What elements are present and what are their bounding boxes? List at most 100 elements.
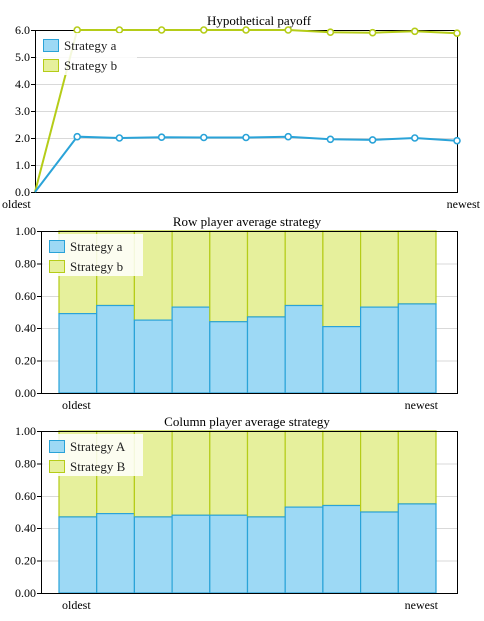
y-axis: 0.0 1.0 2.0 3.0 4.0 5.0 6.0	[15, 23, 35, 199]
bar-segment-a	[360, 306, 399, 394]
y-tick-label: 0.00	[15, 386, 36, 400]
y-tick-label: 0.40	[15, 521, 36, 535]
legend-swatch	[43, 59, 59, 72]
x-label-end: newest	[447, 197, 481, 211]
payoff-chart: Hypothetical payoff 0.0 1.0 2.0 3.0 4.0 5.0 6.…	[2, 13, 481, 211]
data-point	[242, 26, 250, 34]
x-label-end: newest	[405, 398, 439, 412]
bar-segment-a	[171, 514, 211, 594]
bar-segment-a	[171, 306, 211, 394]
x-label-end: newest	[405, 598, 439, 612]
bar-segment-b	[246, 230, 286, 318]
legend-swatch	[49, 440, 65, 453]
data-point	[368, 136, 377, 144]
bar-segment-b	[397, 230, 437, 305]
data-point	[326, 135, 335, 144]
y-axis: 0.00 0.20 0.40 0.60 0.80 1.00	[15, 224, 41, 400]
bar-segment-a	[322, 325, 362, 394]
row-strategy-chart: Row player average strategy 0.00 0.20 0.40…	[15, 214, 458, 412]
y-tick-label: 1.00	[15, 424, 36, 438]
data-point	[200, 26, 208, 34]
data-point	[410, 134, 419, 142]
legend-label: Strategy b	[64, 58, 117, 73]
data-point	[453, 29, 461, 38]
y-axis: 0.00 0.20 0.40 0.60 0.80 1.00	[15, 424, 41, 600]
chart-title: Column player average strategy	[164, 414, 330, 429]
y-tick-label: 0.40	[15, 321, 36, 335]
bar-segment-a	[397, 503, 437, 594]
bar-segment-a	[209, 321, 249, 394]
data-point	[453, 136, 461, 145]
legend-swatch	[49, 260, 65, 273]
data-point	[73, 132, 81, 141]
bar-segment-b	[284, 230, 324, 307]
bar-segment-a	[96, 512, 135, 594]
legend-label: Strategy A	[70, 439, 126, 454]
legend: Strategy a Strategy b	[43, 234, 143, 276]
data-point	[200, 133, 208, 142]
legend-label: Strategy a	[64, 38, 117, 53]
y-tick-label: 0.0	[15, 185, 30, 199]
data-point	[326, 28, 335, 37]
data-point	[242, 133, 250, 142]
chart-title: Hypothetical payoff	[207, 13, 312, 28]
bar-segment-a	[58, 516, 98, 594]
data-point	[284, 132, 293, 141]
bar-segment-a	[58, 312, 98, 394]
bar-segment-a	[209, 514, 249, 594]
plot-frame	[41, 231, 458, 394]
bar-segment-b	[209, 230, 249, 323]
bar-segment-a	[360, 511, 399, 594]
y-tick-label: 0.60	[15, 489, 36, 503]
legend-label: Strategy B	[70, 459, 126, 474]
legend-label: Strategy b	[70, 259, 123, 274]
series-line	[34, 135, 458, 193]
y-tick-label: 0.80	[15, 456, 36, 470]
y-tick-label: 0.20	[15, 554, 36, 568]
bar-segment-b	[171, 230, 211, 308]
bar-segment-a	[284, 304, 324, 394]
data-point	[284, 26, 293, 34]
y-tick-label: 1.0	[15, 158, 30, 172]
bar-segment-a	[246, 316, 286, 394]
data-point	[115, 134, 124, 142]
bar-segment-b	[322, 230, 362, 328]
plot-area	[34, 26, 461, 193]
bar-segment-a	[284, 506, 324, 594]
y-tick-label: 0.20	[15, 354, 36, 368]
bar-segment-a	[133, 516, 173, 594]
bar-segment-b	[360, 230, 399, 308]
bar-segment-a	[96, 304, 135, 394]
y-tick-label: 2.0	[15, 131, 30, 145]
data-point	[157, 26, 166, 34]
bar-segment-b	[209, 430, 249, 516]
bar-segment-b	[322, 430, 362, 507]
legend-swatch	[49, 240, 65, 253]
data-point	[157, 133, 166, 141]
legend-label: Strategy a	[70, 239, 123, 254]
data-point	[410, 27, 419, 36]
x-label-start: oldest	[62, 598, 91, 612]
data-point	[368, 28, 377, 37]
y-tick-label: 3.0	[15, 104, 30, 118]
y-tick-label: 4.0	[15, 77, 30, 91]
bar-segment-b	[360, 430, 399, 513]
bar-segment-a	[246, 516, 286, 594]
data-point	[115, 26, 124, 34]
bar-segment-b	[397, 430, 437, 505]
y-tick-label: 0.60	[15, 289, 36, 303]
y-tick-label: 6.0	[15, 23, 30, 37]
x-label-start: oldest	[2, 197, 31, 211]
bar-segment-a	[322, 504, 362, 594]
data-point	[73, 26, 81, 34]
plot-frame	[41, 431, 458, 594]
bar-segment-a	[133, 319, 173, 394]
bar-segment-b	[171, 430, 211, 516]
y-tick-label: 1.00	[15, 224, 36, 238]
column-strategy-chart: Column player average strategy 0.000.200…	[15, 414, 458, 612]
bar-segment-b	[284, 430, 324, 508]
legend: Strategy A Strategy B	[43, 434, 143, 476]
legend-swatch	[49, 460, 65, 473]
legend-swatch	[43, 39, 59, 52]
y-tick-label: 0.00	[15, 586, 36, 600]
